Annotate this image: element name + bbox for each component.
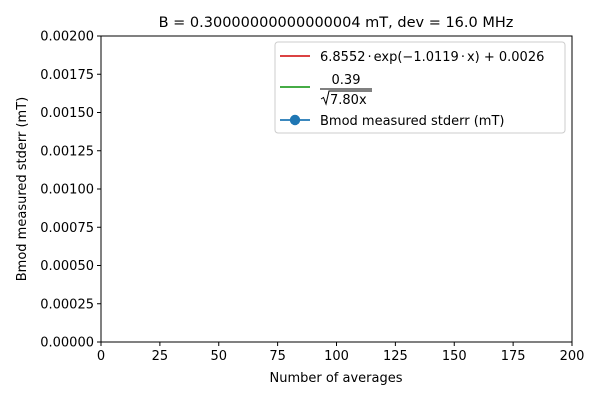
x-tick-label: 100: [324, 349, 349, 364]
legend: 6.8552 · exp(−1.0119 · x) + 0.0026 0.39 7.80…: [274, 41, 566, 134]
y-axis: 0.00000 0.00025 0.00050 0.00075 0.00100 0.001…: [40, 30, 101, 351]
legend-label-sqrt-numerator: 0.39: [332, 73, 361, 88]
legend-frame: [274, 41, 566, 134]
y-tick-label: 0.00025: [40, 297, 94, 312]
x-tick-label: 200: [560, 349, 585, 364]
y-tick-label: 0.00000: [40, 336, 94, 351]
x-tick-label: 75: [269, 349, 286, 364]
x-axis-label: Number of averages: [269, 371, 402, 386]
legend-sqrt-sign: [320, 90, 372, 106]
x-tick-label: 150: [442, 349, 467, 364]
x-tick-label: 125: [383, 349, 408, 364]
y-axis-label: Bmod measured stderr (mT): [15, 97, 30, 281]
y-tick-label: 0.00050: [40, 259, 94, 274]
x-tick-label: 0: [97, 349, 105, 364]
chart-title: B = 0.30000000000000004 mT, dev = 16.0 M…: [159, 15, 514, 31]
y-tick-label: 0.00200: [40, 30, 94, 45]
x-tick-label: 25: [152, 349, 169, 364]
y-tick-label: 0.00150: [40, 106, 94, 121]
x-tick-label: 175: [501, 349, 526, 364]
x-tick-label: 50: [210, 349, 227, 364]
legend-label-sqrt-radicand: 7.80x: [330, 93, 367, 108]
legend-label-exp-fit: 6.8552 · exp(−1.0119 · x) + 0.0026: [320, 50, 544, 65]
legend-marker-measured: [289, 114, 301, 126]
y-tick-label: 0.00175: [40, 68, 94, 83]
y-tick-label: 0.00100: [40, 183, 94, 198]
y-tick-label: 0.00075: [40, 221, 94, 236]
y-tick-label: 0.00125: [40, 144, 94, 159]
x-axis: 0 25 50 75 100 125 150 175 200: [97, 342, 585, 364]
legend-label-measured: Bmod measured stderr (mT): [320, 114, 504, 129]
